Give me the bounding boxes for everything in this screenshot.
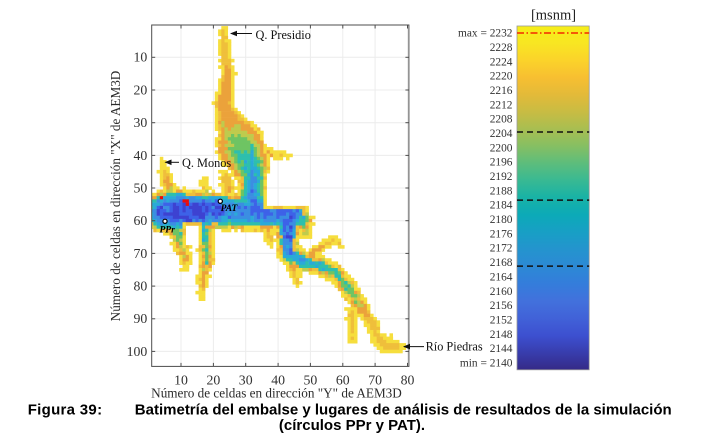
svg-text:2172: 2172 — [490, 243, 513, 255]
svg-text:100: 100 — [127, 344, 148, 359]
svg-text:2200: 2200 — [490, 142, 513, 154]
svg-text:50: 50 — [134, 180, 148, 195]
svg-text:min = 2140: min = 2140 — [460, 358, 513, 370]
svg-text:30: 30 — [239, 373, 253, 388]
svg-text:2180: 2180 — [490, 214, 513, 226]
svg-text:60: 60 — [134, 213, 148, 228]
svg-text:2168: 2168 — [490, 257, 513, 269]
svg-text:80: 80 — [401, 373, 415, 388]
svg-text:90: 90 — [134, 311, 148, 326]
svg-text:2192: 2192 — [490, 171, 513, 183]
svg-text:PPr: PPr — [160, 226, 176, 236]
svg-text:2228: 2228 — [490, 42, 513, 54]
svg-text:40: 40 — [134, 148, 148, 163]
svg-text:10: 10 — [174, 373, 188, 388]
svg-text:70: 70 — [368, 373, 382, 388]
svg-text:2220: 2220 — [490, 71, 513, 83]
svg-text:Q. Presidio: Q. Presidio — [256, 28, 311, 42]
svg-text:2152: 2152 — [490, 315, 513, 327]
svg-text:20: 20 — [207, 373, 221, 388]
svg-text:2148: 2148 — [490, 329, 513, 341]
svg-text:2196: 2196 — [490, 157, 513, 169]
svg-text:Número de celdas en dirección: Número de celdas en dirección "X" de AEM… — [108, 71, 123, 322]
svg-text:max = 2232: max = 2232 — [458, 28, 513, 40]
svg-text:Número de celdas en dirección: Número de celdas en dirección "Y" de AEM… — [151, 385, 402, 400]
svg-text:2224: 2224 — [490, 56, 513, 68]
svg-text:PAT: PAT — [221, 204, 239, 214]
svg-text:2160: 2160 — [490, 286, 513, 298]
svg-text:Batimetría del embalse y lugar: Batimetría del embalse y lugares de anál… — [135, 402, 672, 419]
svg-text:40: 40 — [271, 373, 285, 388]
svg-text:2184: 2184 — [490, 200, 513, 212]
svg-text:2212: 2212 — [490, 99, 513, 111]
svg-text:Río Piedras: Río Piedras — [426, 339, 483, 353]
svg-text:60: 60 — [336, 373, 350, 388]
svg-text:2208: 2208 — [490, 114, 513, 126]
svg-text:Figura 39:: Figura 39: — [28, 402, 103, 419]
svg-text:50: 50 — [304, 373, 318, 388]
svg-text:2204: 2204 — [490, 128, 513, 140]
svg-text:10: 10 — [134, 50, 148, 65]
svg-text:Q. Monos: Q. Monos — [182, 156, 231, 170]
svg-text:2176: 2176 — [490, 228, 513, 240]
svg-text:(círculos PPr y PAT).: (círculos PPr y PAT). — [279, 417, 425, 434]
svg-text:[msnm]: [msnm] — [531, 8, 576, 24]
svg-text:2144: 2144 — [490, 343, 513, 355]
svg-text:80: 80 — [134, 279, 148, 294]
svg-text:2156: 2156 — [490, 300, 513, 312]
svg-text:30: 30 — [134, 115, 148, 130]
svg-text:20: 20 — [134, 82, 148, 97]
svg-text:2164: 2164 — [490, 271, 513, 283]
svg-text:2216: 2216 — [490, 85, 513, 97]
svg-text:2188: 2188 — [490, 185, 513, 197]
svg-text:70: 70 — [134, 246, 148, 261]
